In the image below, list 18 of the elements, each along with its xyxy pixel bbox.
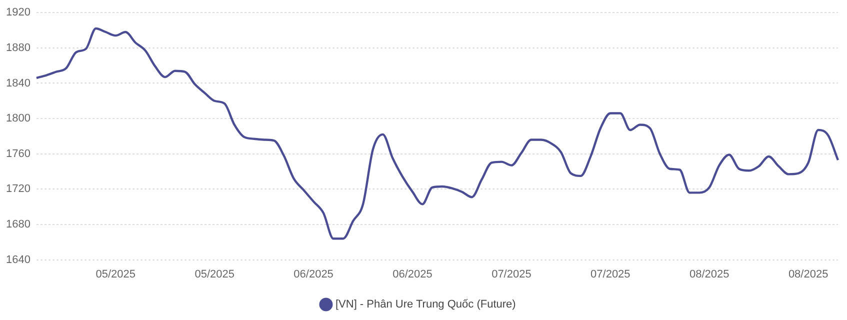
y-tick-label: 1760 (6, 148, 30, 160)
line-series (35, 27, 840, 240)
x-tick-label: 06/2025 (294, 268, 334, 280)
x-tick-label: 05/2025 (194, 268, 234, 280)
x-tick-label: 06/2025 (392, 268, 432, 280)
y-tick-label: 1840 (6, 77, 30, 90)
x-tick-label: 08/2025 (689, 268, 730, 280)
y-tick-label: 1800 (6, 112, 30, 125)
x-tick-label: 08/2025 (788, 268, 828, 280)
x-tick-label: 07/2025 (590, 268, 630, 280)
x-tick-label: 07/2025 (492, 268, 532, 280)
x-tick-label: 05/2025 (96, 268, 136, 280)
y-tick-label: 1720 (6, 183, 30, 196)
y-tick-label: 1880 (6, 42, 30, 54)
y-tick-label: 1640 (6, 254, 30, 266)
y-tick-label: 1920 (6, 6, 30, 19)
y-tick-label: 1680 (6, 218, 30, 231)
legend-label: [VN] - Phân Ure Trung Quốc (Future) (335, 298, 516, 311)
